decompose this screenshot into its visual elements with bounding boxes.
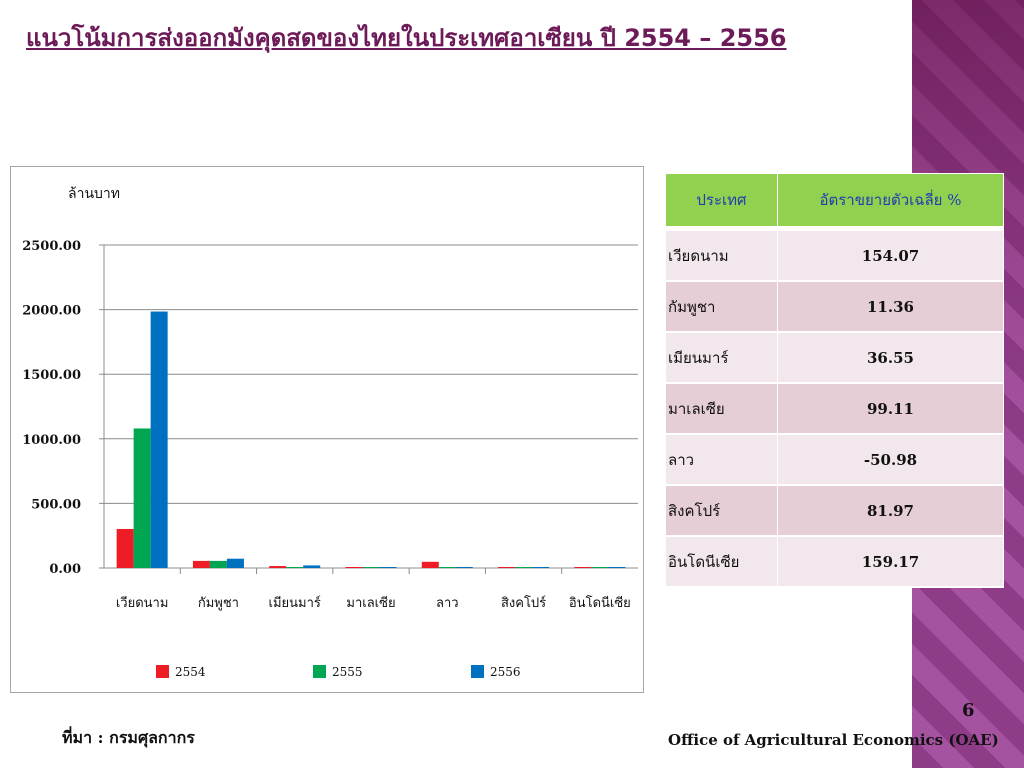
country-cell: เมียนมาร์ [665, 331, 778, 384]
x-tick-label: ลาว [436, 596, 459, 611]
x-tick-label: สิงคโปร์ [501, 595, 546, 611]
bar [532, 567, 550, 568]
legend-label: 2556 [490, 665, 521, 679]
country-cell: เวียดนาม [665, 230, 778, 282]
growth-rate-table: ประเทศ อัตราขยายตัวเฉลี่ย % เวียดนาม 154.… [665, 173, 1004, 588]
table-header-rate: อัตราขยายตัวเฉลี่ย % [777, 173, 1004, 227]
bar [226, 558, 244, 568]
country-cell: ลาว [665, 433, 778, 486]
bar [362, 567, 380, 568]
bar [286, 567, 304, 568]
bar [515, 567, 533, 568]
bar [192, 560, 210, 568]
x-tick-label: มาเลเซีย [346, 595, 395, 611]
y-tick-label: 1000.00 [22, 433, 81, 448]
table-row: เมียนมาร์ 36.55 [665, 331, 1004, 384]
table-row: อินโดนีเซีย 159.17 [665, 535, 1004, 588]
bar [150, 311, 168, 568]
x-tick-label: กัมพูชา [198, 596, 239, 611]
bar [591, 567, 609, 568]
country-cell: สิงคโปร์ [665, 484, 778, 537]
bar [455, 567, 473, 568]
y-tick-label: 2000.00 [22, 304, 81, 319]
y-axis-label: ล้านบาท [68, 186, 120, 202]
legend-swatch [156, 665, 169, 678]
table-header-country: ประเทศ [665, 173, 778, 227]
table-row: สิงคโปร์ 81.97 [665, 484, 1004, 537]
rate-cell: 159.17 [777, 535, 1004, 588]
x-tick-label: เมียนมาร์ [269, 595, 321, 611]
bar [269, 566, 287, 568]
x-tick-label: อินโดนีเซีย [569, 595, 631, 611]
growth-rate-table-container: ประเทศ อัตราขยายตัวเฉลี่ย % เวียดนาม 154.… [665, 173, 1005, 588]
bar-chart-panel: ล้านบาท 0.00 500.00 1000.00 1500.00 2000.00 25… [10, 166, 644, 693]
y-tick-label: 1500.00 [22, 368, 81, 383]
organization-name: Office of Agricultural Economics (OAE) [668, 731, 999, 749]
rate-cell: 81.97 [777, 484, 1004, 537]
bar [345, 567, 363, 568]
bar [438, 567, 456, 568]
bar [116, 528, 134, 568]
legend-swatch [471, 665, 484, 678]
legend-label: 2555 [332, 665, 363, 679]
x-tick-label: เวียดนาม [116, 595, 169, 611]
bar [421, 561, 439, 568]
rate-cell: -50.98 [777, 433, 1004, 486]
table-row: มาเลเซีย 99.11 [665, 382, 1004, 435]
bar [303, 565, 321, 568]
source-note: ที่มา : กรมศุลกากร [62, 728, 195, 747]
slide-title: แนวโน้มการส่งออกมังคุดสดของไทยในประเทศอา… [26, 24, 787, 52]
bar [133, 428, 151, 568]
bar [379, 567, 397, 568]
country-cell: มาเลเซีย [665, 382, 778, 435]
bar [608, 567, 626, 568]
bar-chart: ล้านบาท 0.00 500.00 1000.00 1500.00 2000.00 25… [22, 186, 638, 679]
rate-cell: 11.36 [777, 280, 1004, 333]
bar [574, 567, 592, 568]
rate-cell: 99.11 [777, 382, 1004, 435]
y-tick-label: 500.00 [31, 497, 81, 512]
legend-swatch [313, 665, 326, 678]
legend-label: 2554 [175, 665, 206, 679]
page-number: 6 [962, 700, 975, 721]
table-row: ลาว -50.98 [665, 433, 1004, 486]
rate-cell: 36.55 [777, 331, 1004, 384]
country-cell: กัมพูชา [665, 280, 778, 333]
bar [209, 560, 227, 568]
rate-cell: 154.07 [777, 230, 1004, 282]
country-cell: อินโดนีเซีย [665, 535, 778, 588]
table-row: เวียดนาม 154.07 [665, 230, 1004, 282]
y-tick-label: 2500.00 [22, 239, 81, 254]
y-tick-label: 0.00 [49, 562, 81, 577]
bar [498, 567, 516, 568]
table-row: กัมพูชา 11.36 [665, 280, 1004, 333]
